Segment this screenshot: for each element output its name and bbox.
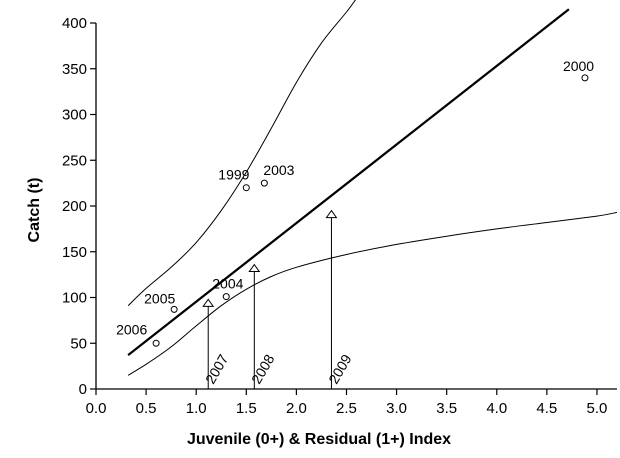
y-axis-label: Catch (t) [26,178,43,243]
prediction-arrow-head [202,298,215,307]
x-tick-label: 0.5 [136,400,157,417]
data-point-label: 1999 [218,167,249,183]
axes: 0 50 100 150 200 250 300 350 400 0.0 0.5 1.0 1.5 2.0 2… [62,15,617,417]
prediction-label: 2007 [202,351,232,386]
x-tick-label: 4.5 [536,400,557,417]
prediction-label: 2009 [325,351,355,386]
regression-curves [127,0,618,376]
x-tick-label: 2.0 [286,400,307,417]
upper-confidence-curve [127,0,356,307]
x-tick-label: 0.0 [86,400,107,417]
x-tick-label: 2.5 [336,400,357,417]
data-point [581,74,589,82]
y-tick-label: 0 [79,381,87,398]
y-tick-label: 250 [62,152,87,169]
data-point-label: 2005 [144,290,175,306]
y-tick-label: 200 [62,198,87,215]
y-tick-label: 50 [70,335,87,352]
y-tick-label: 150 [62,244,87,261]
data-point [222,293,230,301]
data-point-label: 2006 [116,321,147,337]
prediction-label: 2008 [248,351,278,386]
data-point-label: 2004 [212,276,243,292]
data-point [242,184,250,192]
y-tick-label: 400 [62,15,87,32]
x-tick-label: 4.0 [486,400,507,417]
data-point-label: 2003 [263,162,294,178]
data-point [152,339,160,347]
x-tick-label: 1.0 [186,400,207,417]
data-point [260,179,268,187]
y-tick-label: 300 [62,107,87,124]
x-tick-label: 1.5 [236,400,257,417]
data-point-label: 2000 [563,58,594,74]
data-points: 1999 2003 2000 2004 2005 2006 [116,58,594,347]
regression-line [127,8,570,356]
y-tick-label: 100 [62,290,87,307]
x-tick-label: 3.5 [436,400,457,417]
prediction-arrow-head [325,209,338,219]
x-tick-label: 5.0 [587,400,608,417]
x-axis-label: Juvenile (0+) & Residual (1+) Index [187,431,451,448]
prediction-arrow-head [248,263,261,273]
y-tick-label: 350 [62,61,87,78]
lower-confidence-curve [127,211,618,376]
x-tick-label: 3.0 [386,400,407,417]
data-point [170,305,178,313]
